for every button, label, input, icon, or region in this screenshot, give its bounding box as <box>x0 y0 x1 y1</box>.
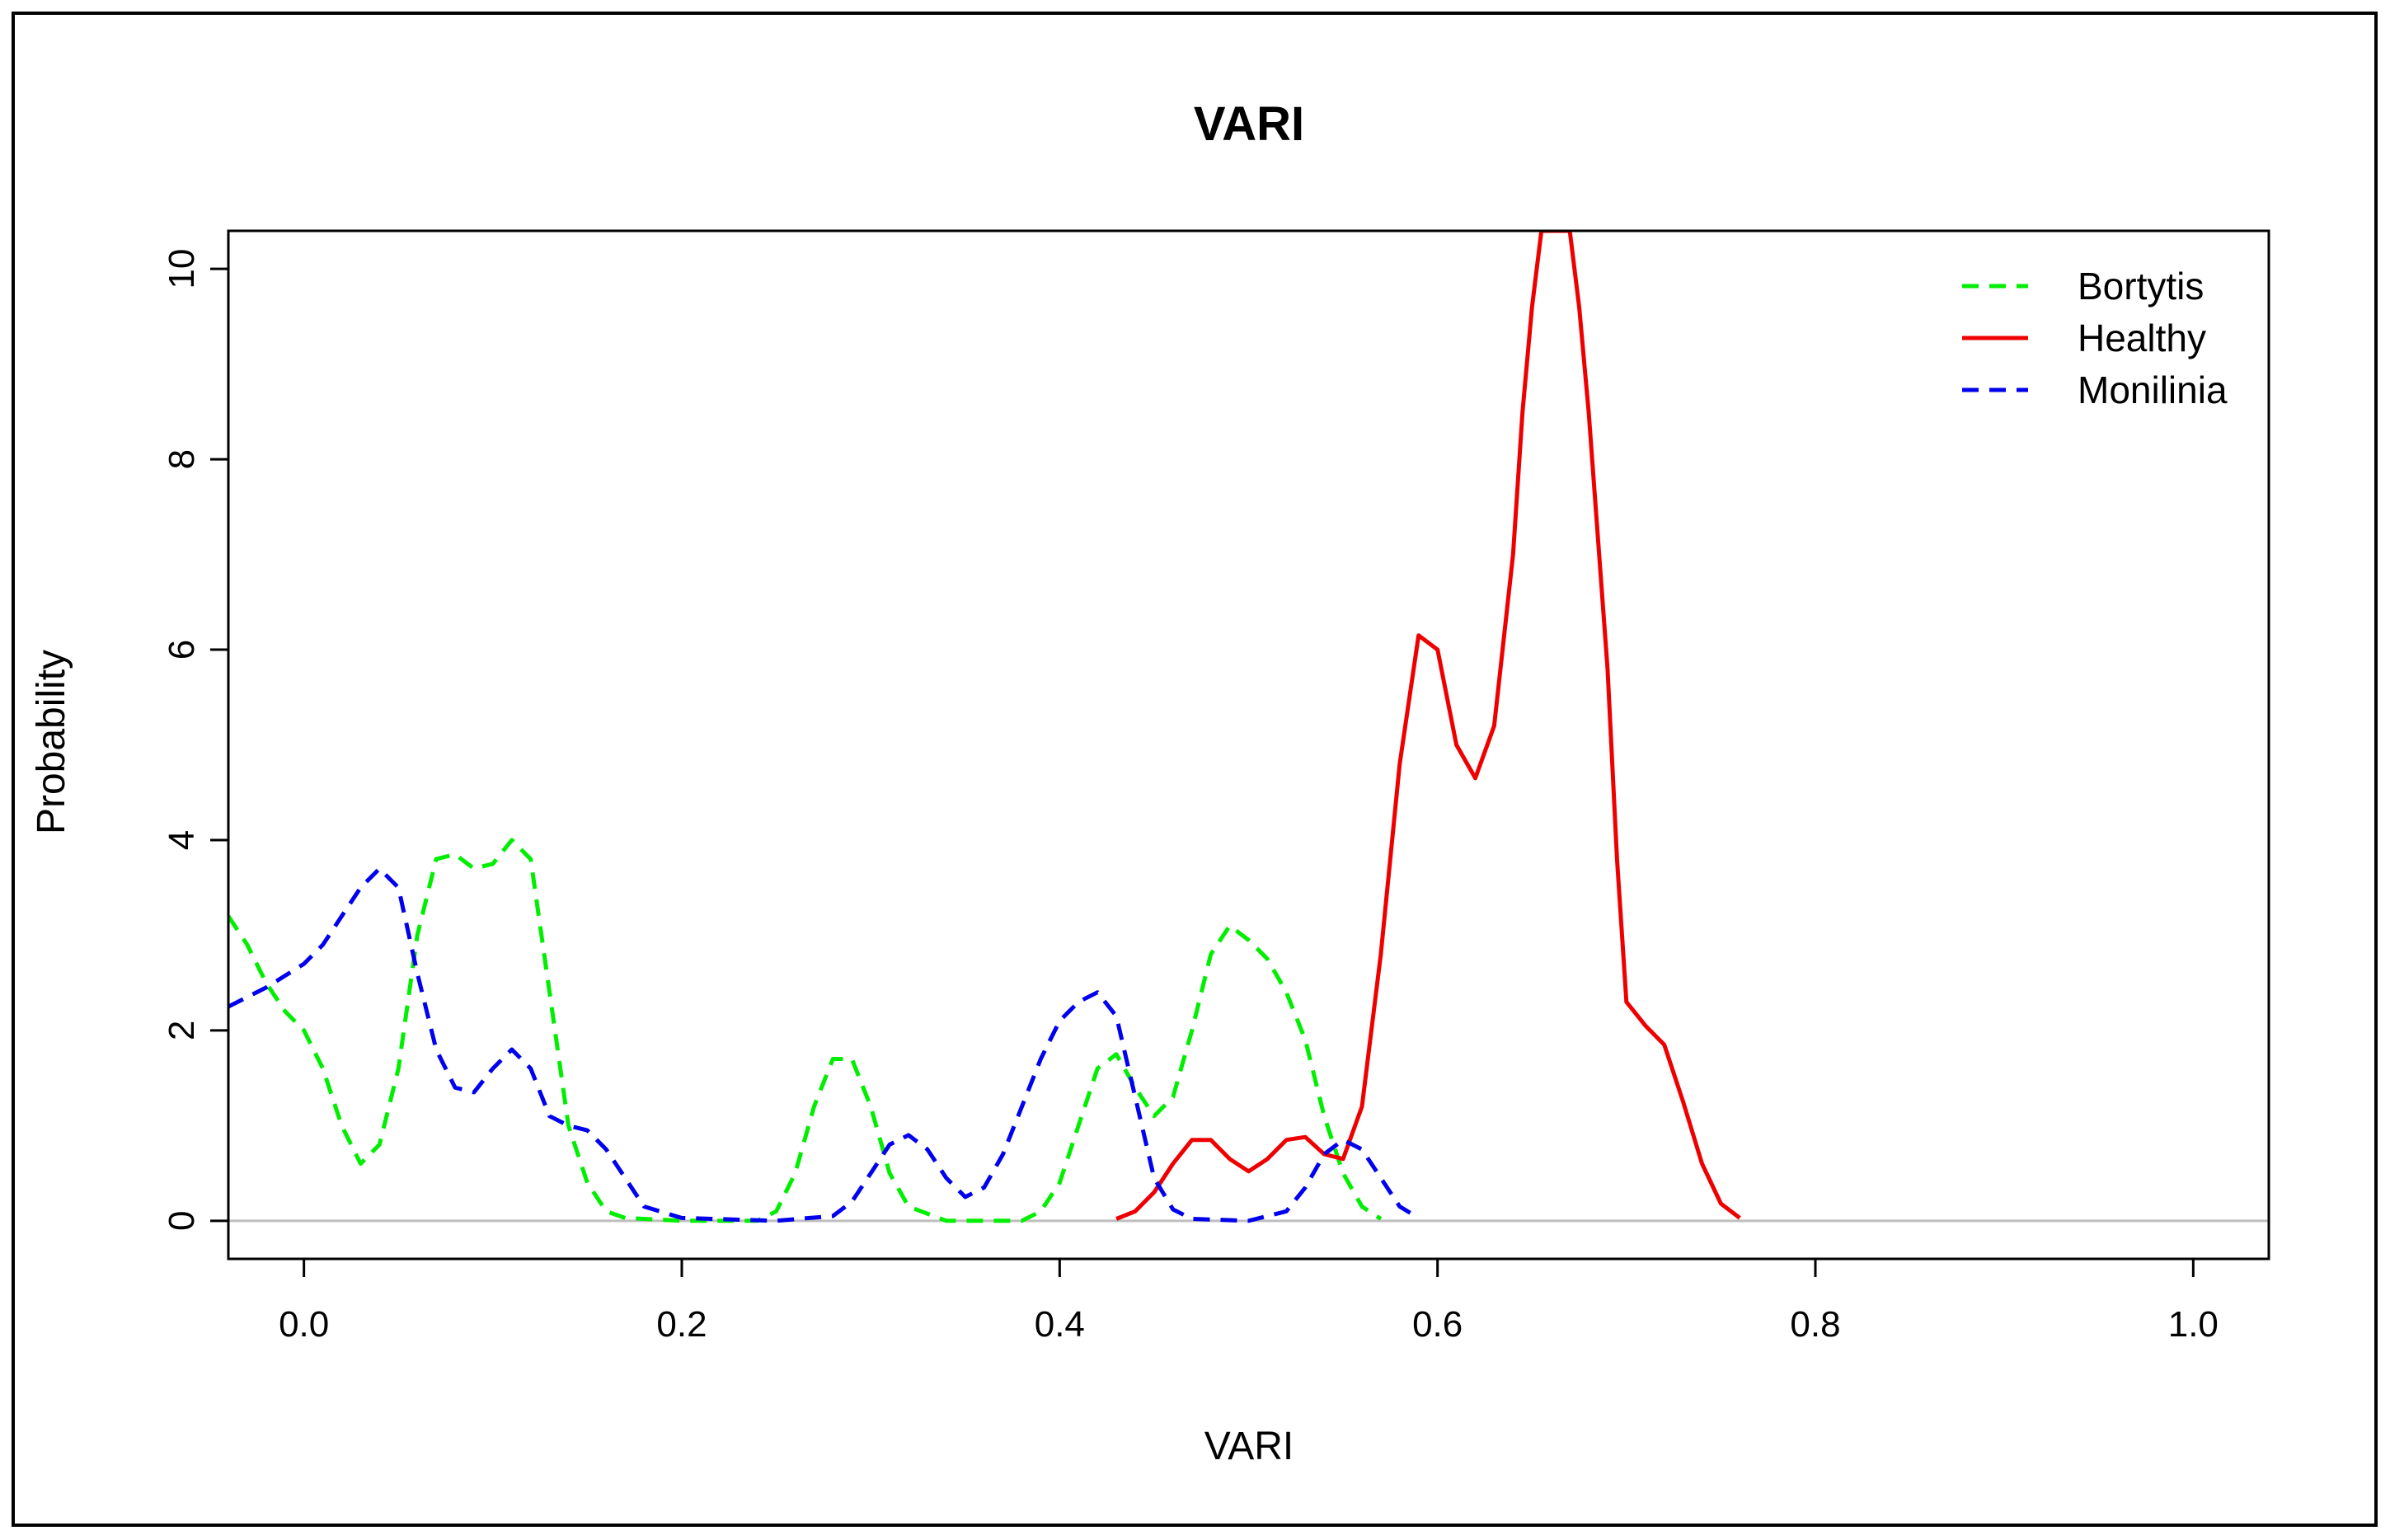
y-tick-label: 10 <box>162 249 202 289</box>
y-axis-label: Probability <box>30 650 73 834</box>
plot-box <box>227 229 2270 1261</box>
series-line-bortytis <box>228 838 1383 1223</box>
y-tick-label: 0 <box>162 1211 202 1231</box>
series-group <box>228 231 1741 1223</box>
plot-area: 0.0 0.2 0.4 0.6 0.8 1.0 0 2 4 6 8 10 <box>162 229 2270 1345</box>
x-tick-label: 0.4 <box>1035 1304 1085 1345</box>
y-tick-label: 4 <box>162 830 202 850</box>
legend-label-healthy: Healthy <box>2078 317 2206 359</box>
y-tick-label: 2 <box>162 1021 202 1040</box>
x-tick-label: 0.2 <box>656 1304 707 1345</box>
outer-frame <box>12 12 2378 1527</box>
x-axis-label: VARI <box>1204 1425 1294 1468</box>
chart-title: VARI <box>1194 97 1304 151</box>
y-tick-label: 6 <box>162 640 202 660</box>
legend-label-monilinia: Monilinia <box>2078 369 2228 411</box>
legend-label-bortytis: Bortytis <box>2078 265 2204 308</box>
x-tick-label: 0.8 <box>1790 1304 1840 1345</box>
x-tick-label: 0.0 <box>279 1304 329 1345</box>
legend: Bortytis Healthy Monilinia <box>1962 265 2228 411</box>
x-tick-label: 0.6 <box>1412 1304 1463 1345</box>
y-tick-label: 8 <box>162 449 202 469</box>
x-tick-label: 1.0 <box>2168 1304 2219 1345</box>
series-line-healthy <box>1115 231 1741 1221</box>
series-line-monilinia <box>228 866 1420 1223</box>
